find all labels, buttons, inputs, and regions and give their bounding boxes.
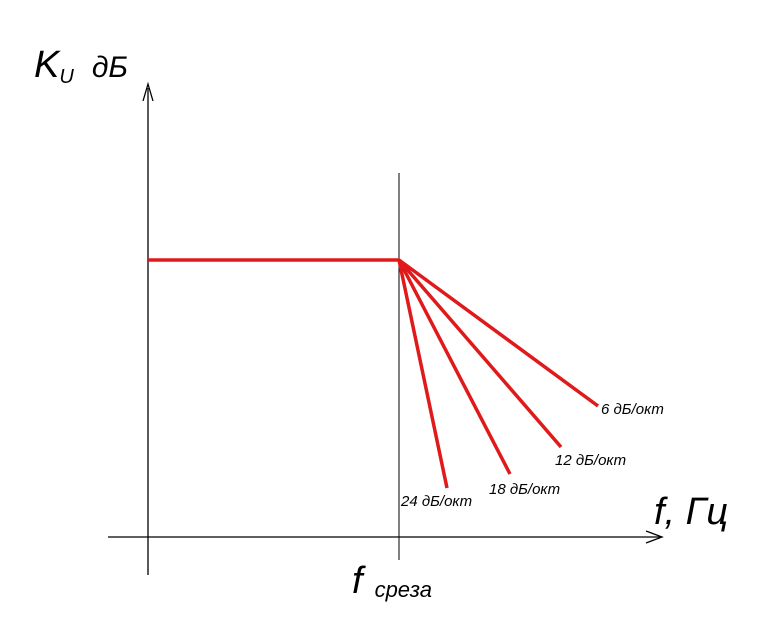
y-axis-label: KU дБ	[34, 44, 128, 88]
slope-18-line	[397, 259, 512, 475]
y-axis-unit: дБ	[92, 51, 128, 84]
slope-12-line	[397, 258, 563, 449]
slope-24-line	[397, 259, 449, 489]
cutoff-symbol: f	[352, 560, 366, 602]
y-axis-symbol: K	[34, 44, 61, 86]
slope-6-line	[397, 258, 600, 408]
slope-12-label: 12 дБ/окт	[555, 452, 626, 469]
cutoff-subscript: среза	[375, 577, 432, 602]
y-axis-subscript: U	[59, 66, 74, 88]
slope-18-label: 18 дБ/окт	[489, 481, 560, 498]
cutoff-label: f среза	[352, 560, 432, 602]
slope-24-label: 24 дБ/окт	[400, 493, 472, 510]
y-axis-arrowhead	[142, 81, 154, 102]
slope-6-label: 6 дБ/окт	[601, 401, 664, 418]
x-axis-label: f, Гц	[654, 491, 728, 533]
x-axis-arrowhead	[645, 530, 664, 544]
